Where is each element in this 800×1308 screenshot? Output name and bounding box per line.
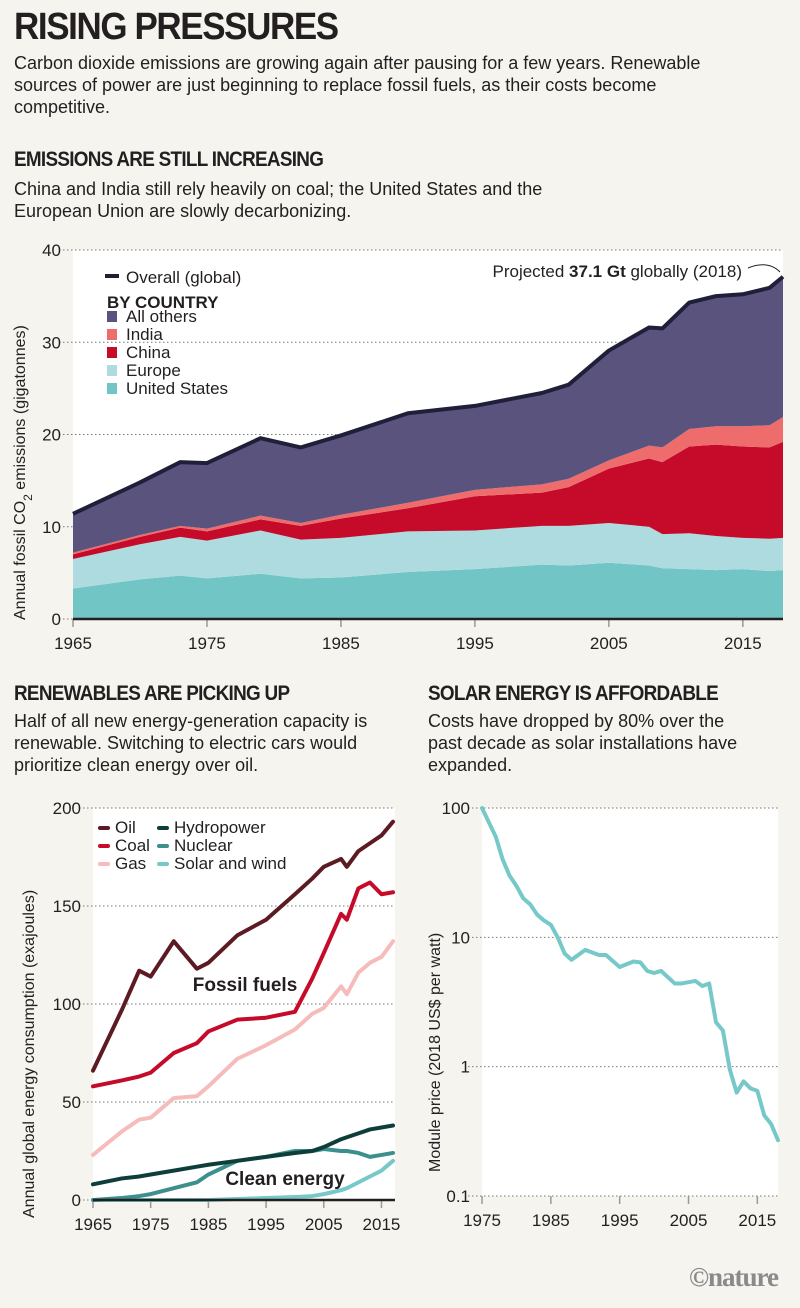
y-tick-label: 100 xyxy=(53,995,81,1014)
legend-label: Oil xyxy=(115,818,136,837)
legend-swatch xyxy=(107,311,117,322)
legend-swatch xyxy=(107,329,117,340)
page-subtitle: Carbon dioxide emissions are growing aga… xyxy=(14,53,701,117)
x-tick-label: 1965 xyxy=(74,1215,112,1234)
plot-background xyxy=(482,808,778,1196)
y-tick-label: 30 xyxy=(42,333,61,352)
area-united-states xyxy=(73,562,783,619)
legend-swatch xyxy=(157,844,169,848)
chart1-ylabel: Annual fossil CO2 emissions (gigatonnes) xyxy=(12,325,35,620)
x-tick-label: 1975 xyxy=(132,1215,170,1234)
x-tick-label: 1985 xyxy=(322,634,360,653)
legend-swatch xyxy=(98,826,110,830)
area-all-others xyxy=(73,276,783,553)
legend-group-title: BY COUNTRY xyxy=(107,293,219,312)
x-tick-label: 2015 xyxy=(363,1215,401,1234)
legend-label: Hydropower xyxy=(174,818,266,837)
legend-swatch xyxy=(107,383,117,394)
x-tick-label: 1975 xyxy=(188,634,226,653)
y-tick-label: 100 xyxy=(442,799,470,818)
line-overall xyxy=(72,275,785,516)
legend-label: China xyxy=(126,343,171,362)
y-tick-label: 10 xyxy=(42,518,61,537)
x-tick-label: 1995 xyxy=(456,634,494,653)
y-tick-label: 50 xyxy=(62,1093,81,1112)
nature-logo: ©nature xyxy=(688,1262,779,1292)
x-tick-label: 1995 xyxy=(247,1215,285,1234)
annotation-arrow-icon xyxy=(747,264,781,273)
y-tick-label: 200 xyxy=(53,799,81,818)
legend-swatch xyxy=(157,862,169,866)
y-tick-label: 150 xyxy=(53,897,81,916)
chart3-ylabel: Module price (2018 US$ per watt) xyxy=(427,933,444,1172)
y-tick-label: 1 xyxy=(461,1058,470,1077)
legend-label: Coal xyxy=(115,836,150,855)
legend-label: Nuclear xyxy=(174,836,233,855)
chart3-description: Costs have dropped by 80% over the past … xyxy=(428,711,738,775)
x-tick-label: 2015 xyxy=(724,634,762,653)
legend-swatch xyxy=(98,862,110,866)
legend-label: Solar and wind xyxy=(174,854,286,873)
chart3-heading: SOLAR ENERGY IS AFFORDABLE xyxy=(428,682,719,705)
legend-swatch xyxy=(98,844,110,848)
legend-swatch xyxy=(107,365,117,376)
line-hydropower xyxy=(91,1123,395,1187)
x-tick-label: 1965 xyxy=(54,634,92,653)
fossil-fuels-label: Fossil fuels xyxy=(193,975,298,996)
area-india xyxy=(73,416,783,555)
line-module-price xyxy=(480,806,780,1143)
area-europe xyxy=(73,523,783,589)
legend-swatch xyxy=(157,826,169,830)
legend-swatch xyxy=(107,347,117,358)
x-tick-label: 1985 xyxy=(532,1211,570,1230)
x-tick-label: 2005 xyxy=(305,1215,343,1234)
x-tick-label: 2005 xyxy=(590,634,628,653)
legend-label: Europe xyxy=(126,361,181,380)
y-tick-label: 10 xyxy=(451,928,470,947)
y-tick-label: 0 xyxy=(72,1191,81,1210)
line-oil xyxy=(91,819,395,1073)
solar-price-chart: 100 10 1 0.1 1975 1985 1995 2005 2015 xyxy=(442,799,780,1230)
x-tick-label: 1975 xyxy=(463,1211,501,1230)
y-tick-label: 0 xyxy=(52,610,61,629)
line-gas xyxy=(91,939,395,1157)
chart2-ylabel: Annual global energy consumption (exajou… xyxy=(21,890,38,1218)
legend-swatch-overall xyxy=(105,274,119,278)
legend-label: India xyxy=(126,325,163,344)
chart1-description: China and India still rely heavily on co… xyxy=(14,179,543,221)
emissions-chart: 0 10 20 30 40 1965 1975 1985 1995 2005 2015 xyxy=(42,241,785,653)
legend-label: All others xyxy=(126,307,197,326)
x-tick-label: 2015 xyxy=(738,1211,776,1230)
area-china xyxy=(73,441,783,560)
legend-label: Gas xyxy=(115,854,146,873)
legend-label: United States xyxy=(126,379,228,398)
chart2-description: Half of all new energy-generation capaci… xyxy=(14,711,368,775)
clean-energy-label: Clean energy xyxy=(225,1169,345,1190)
chart2-heading: RENEWABLES ARE PICKING UP xyxy=(14,682,290,705)
chart1-heading: EMISSIONS ARE STILL INCREASING xyxy=(14,148,324,171)
x-tick-label: 1995 xyxy=(601,1211,639,1230)
legend-label-overall: Overall (global) xyxy=(126,268,241,287)
chart1-annotation: Projected 37.1 Gt globally (2018) xyxy=(493,262,743,281)
y-tick-label: 20 xyxy=(42,426,61,445)
x-tick-label: 2005 xyxy=(670,1211,708,1230)
energy-chart: 0 50 100 150 200 1965 1975 1985 1995 2005 2015 xyxy=(53,799,401,1234)
chart1-legend: Overall (global) BY COUNTRY All othersIn… xyxy=(105,268,241,398)
y-tick-label: 40 xyxy=(42,241,61,260)
y-tick-label: 0.1 xyxy=(446,1187,470,1206)
page-title: RISING PRESSURES xyxy=(14,6,339,48)
line-coal xyxy=(91,880,395,1089)
x-tick-label: 1985 xyxy=(189,1215,227,1234)
